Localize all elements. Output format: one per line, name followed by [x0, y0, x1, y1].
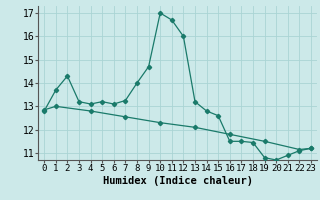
X-axis label: Humidex (Indice chaleur): Humidex (Indice chaleur): [103, 176, 252, 186]
